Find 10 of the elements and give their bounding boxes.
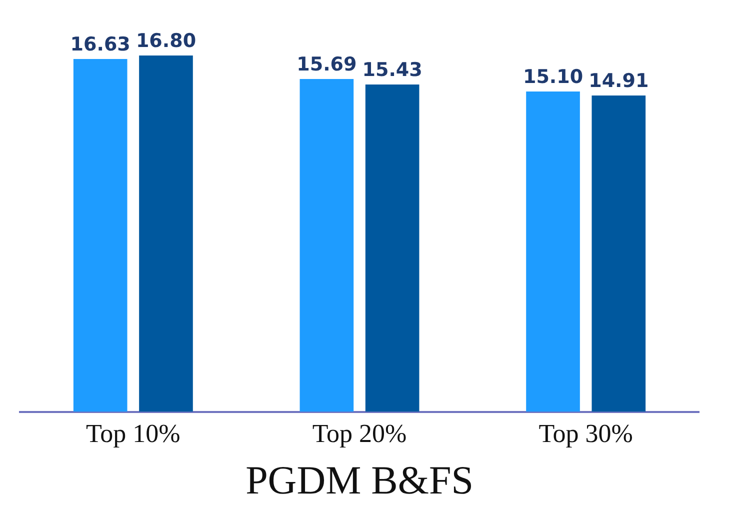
x-axis-title: PGDM B&FS: [246, 458, 474, 502]
data-label: 16.80: [136, 30, 196, 52]
x-tick-label: Top 20%: [312, 419, 407, 448]
x-tick-label: Top 10%: [86, 419, 180, 448]
data-label: 14.91: [588, 70, 649, 92]
data-label: 15.43: [362, 58, 422, 81]
x-tick-label: Top 30%: [538, 419, 633, 448]
data-label: 15.10: [522, 66, 584, 88]
data-label: 15.69: [296, 53, 357, 76]
data-label: 16.63: [70, 33, 130, 56]
